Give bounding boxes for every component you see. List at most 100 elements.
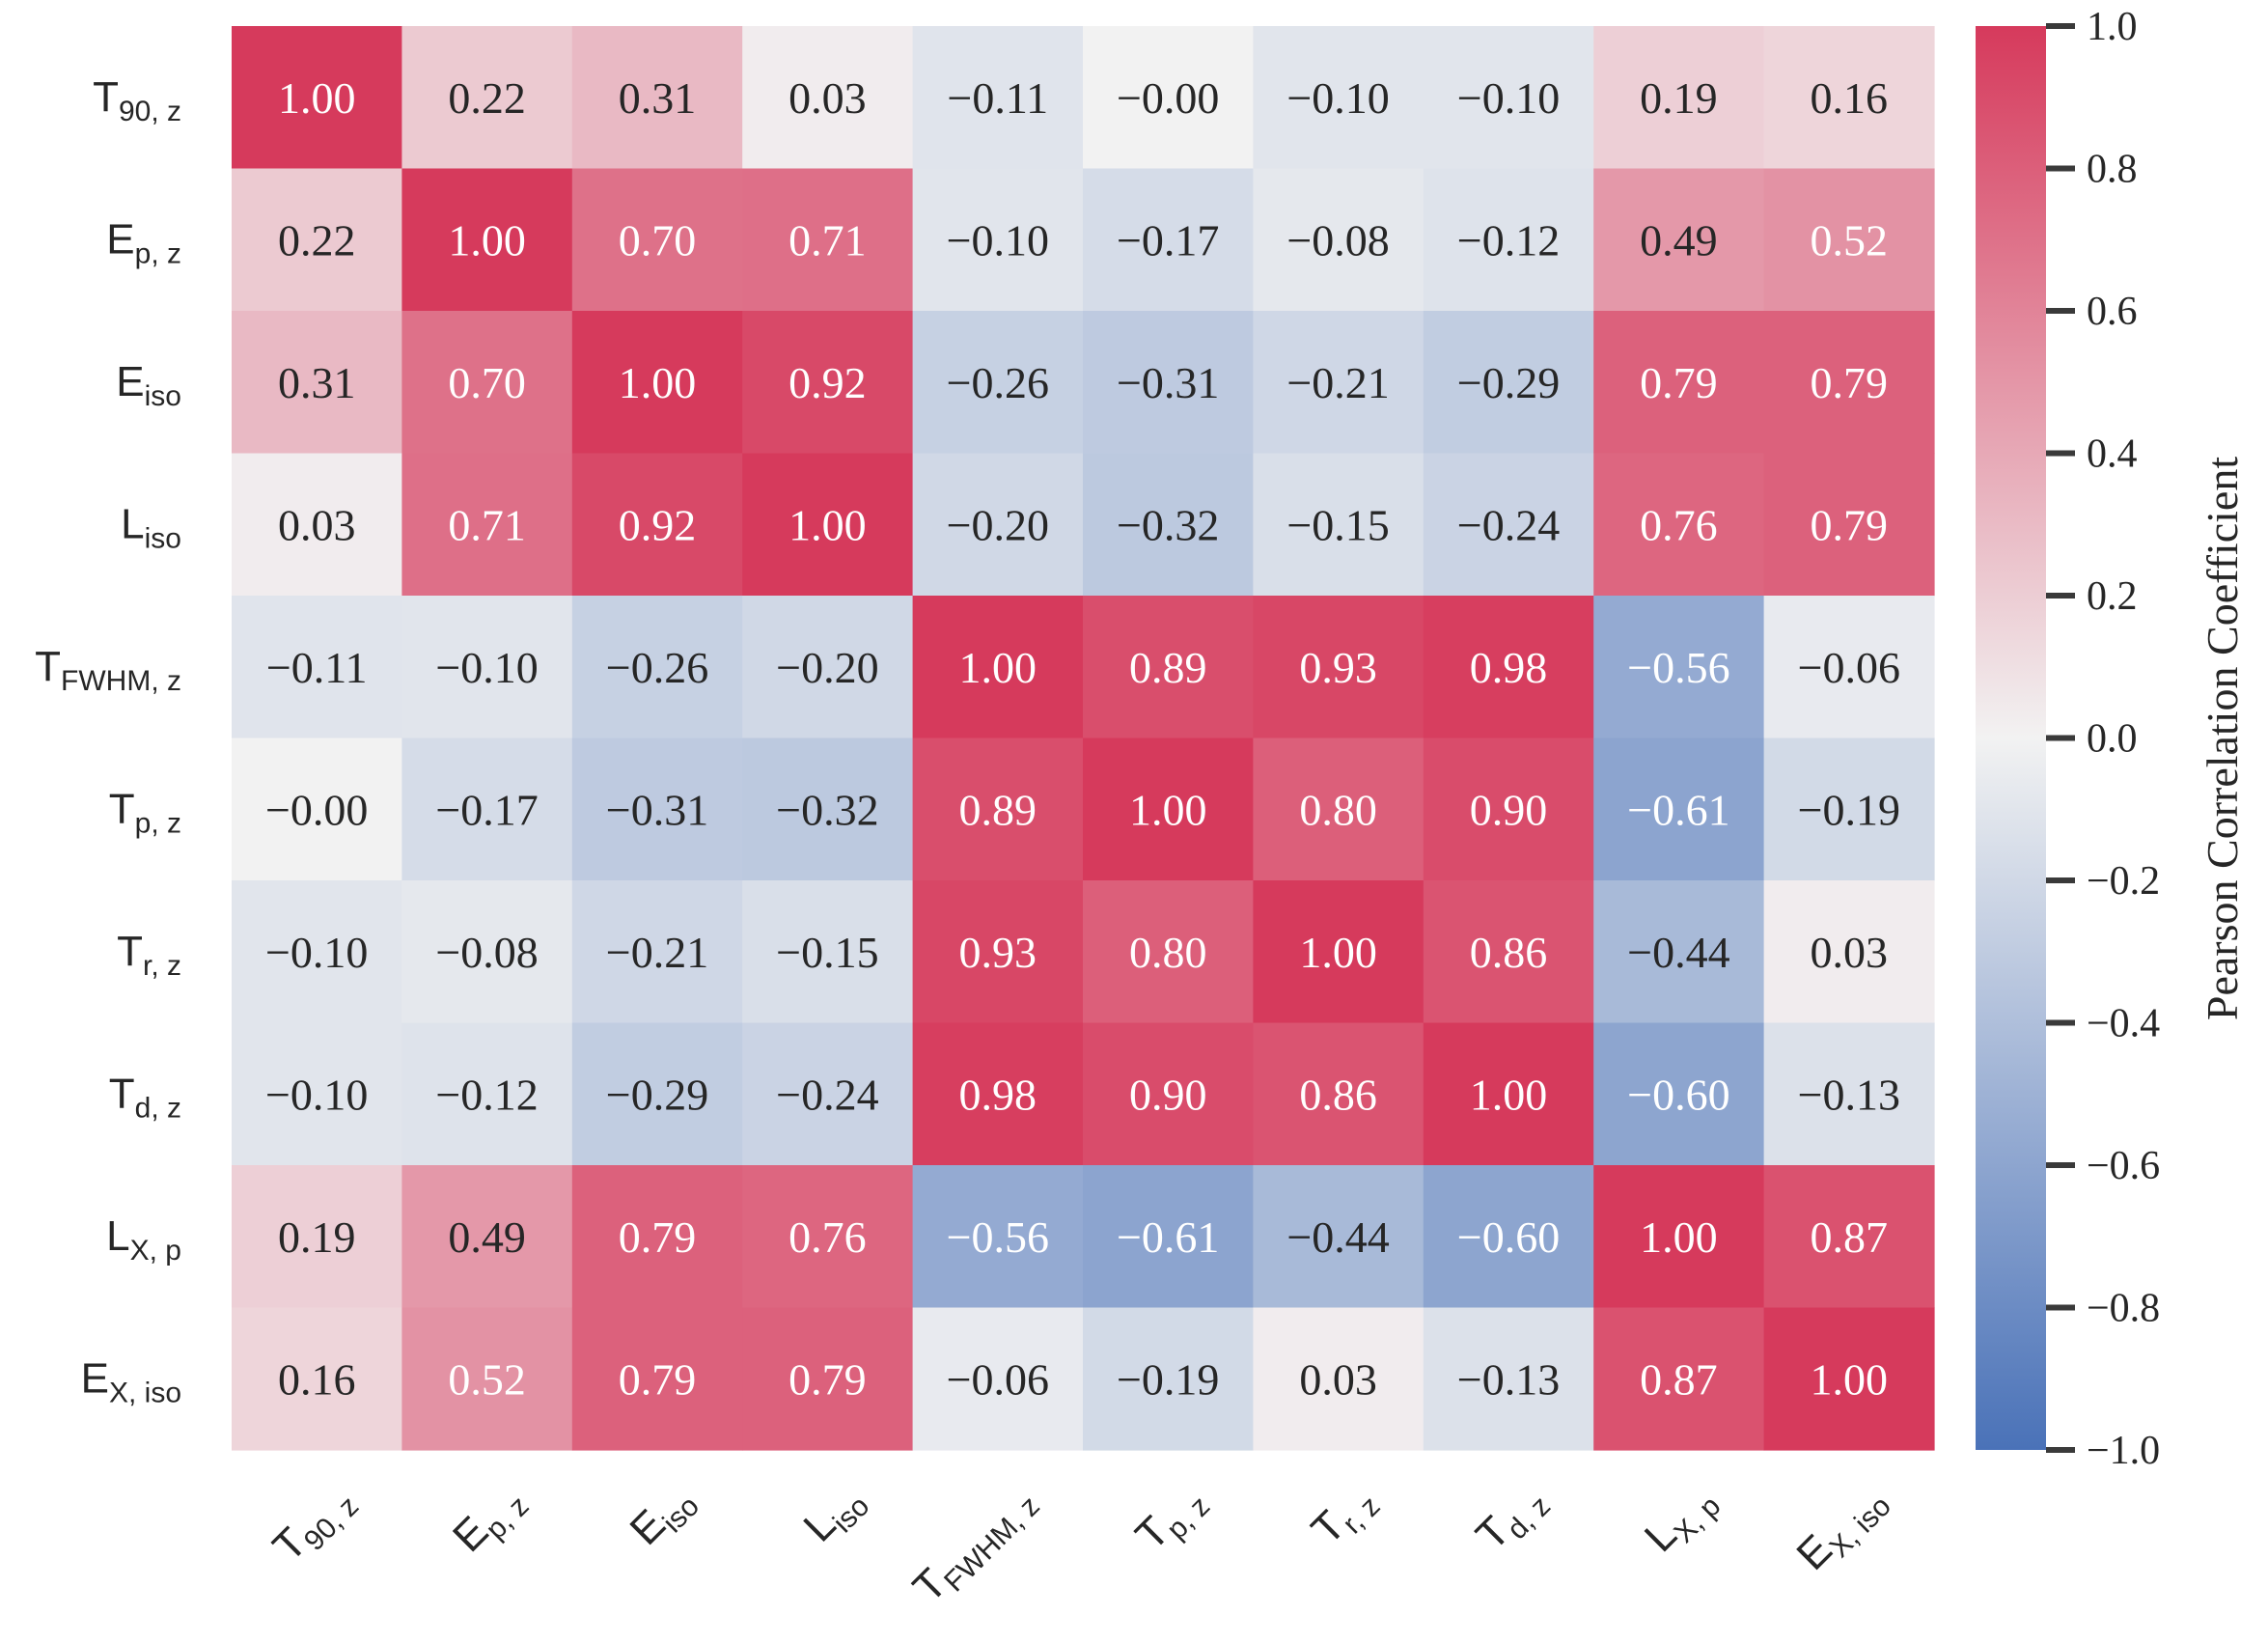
heatmap-cell	[401, 311, 573, 455]
heatmap-cell	[1083, 168, 1254, 312]
heatmap-cell	[1083, 1165, 1254, 1309]
cell-value-label: 1.00	[1299, 928, 1377, 977]
cell-value-label: 0.22	[278, 215, 356, 265]
cell-value-label: −0.26	[606, 643, 708, 692]
heatmap-cell	[1593, 1165, 1765, 1309]
heatmap-cell	[1253, 596, 1424, 739]
heatmap-cell	[571, 168, 743, 312]
heatmap-cell	[232, 1307, 402, 1451]
heatmap-cell	[912, 311, 1084, 455]
column-label: T90, z	[264, 1474, 366, 1575]
cell-value-label: 0.49	[448, 1212, 526, 1262]
heatmap-cell	[401, 738, 573, 881]
heatmap-cell	[1253, 311, 1424, 455]
heatmap-cell	[1083, 738, 1254, 881]
cell-value-label: 0.93	[1299, 643, 1377, 692]
cell-value-label: −0.31	[606, 785, 708, 834]
heatmap-cell	[1083, 26, 1254, 170]
heatmap-cell	[1763, 168, 1935, 312]
colorbar-label: Pearson Correlation Coefficient	[2198, 457, 2247, 1020]
cell-value-label: −0.10	[265, 928, 368, 977]
cell-value-label: −0.08	[1286, 215, 1389, 265]
heatmap-cell	[742, 596, 914, 739]
colorbar-tick-label: −0.8	[2087, 1287, 2160, 1331]
cell-value-label: 0.79	[1811, 358, 1889, 407]
heatmap-cell	[232, 453, 402, 597]
cell-value-label: 0.79	[1640, 358, 1718, 407]
cell-value-label: −0.06	[947, 1354, 1049, 1404]
heatmap-cell	[912, 596, 1084, 739]
cell-value-label: −0.10	[1286, 73, 1389, 123]
heatmap-cell	[1083, 596, 1254, 739]
cell-value-label: 0.71	[448, 500, 526, 549]
cell-value-label: −0.56	[1627, 643, 1729, 692]
cell-value-label: 0.93	[959, 928, 1037, 977]
cell-value-label: 0.52	[1811, 215, 1889, 265]
heatmap-cell	[1083, 453, 1254, 597]
heatmap-cell	[401, 596, 573, 739]
cell-value-label: 0.89	[1129, 643, 1207, 692]
cell-value-label: 0.16	[1811, 73, 1889, 123]
heatmap-cell	[1423, 880, 1594, 1024]
heatmap-cell	[1593, 453, 1765, 597]
heatmap-cell	[571, 453, 743, 597]
cell-value-label: −0.44	[1286, 1212, 1389, 1262]
column-label: LX, p	[1636, 1474, 1728, 1566]
cell-value-label: 1.00	[619, 358, 697, 407]
colorbar-tick-label: 0.0	[2087, 717, 2138, 762]
heatmap-cell	[401, 1307, 573, 1451]
cell-value-label: 0.87	[1811, 1212, 1889, 1262]
cell-value-label: 1.00	[1470, 1070, 1548, 1119]
cell-value-label: 0.70	[448, 358, 526, 407]
cell-value-label: −0.29	[606, 1070, 708, 1119]
heatmap-cell	[401, 168, 573, 312]
colorbar-gradient	[1976, 26, 2046, 1450]
heatmap-cell	[1423, 1165, 1594, 1309]
heatmap-cell	[571, 880, 743, 1024]
cell-value-label: 0.76	[788, 1212, 867, 1262]
column-label: Tp, z	[1126, 1474, 1216, 1564]
heatmap-cell	[1253, 26, 1424, 170]
heatmap-cell	[401, 880, 573, 1024]
row-label: Tp, z	[109, 785, 181, 839]
heatmap-cell	[232, 168, 402, 312]
cell-value-label: −0.17	[1117, 215, 1219, 265]
cell-value-label: −0.00	[265, 785, 368, 834]
cell-value-label: −0.12	[1457, 215, 1560, 265]
heatmap-cell	[1423, 1022, 1594, 1166]
cell-value-label: 1.00	[1811, 1354, 1889, 1404]
cell-value-label: −0.15	[776, 928, 878, 977]
heatmap-cell	[232, 880, 402, 1024]
colorbar-tick-label: 0.8	[2087, 148, 2138, 192]
colorbar-tick-label: 0.4	[2087, 432, 2138, 477]
cell-value-label: 0.79	[619, 1212, 697, 1262]
column-label: Liso	[794, 1474, 875, 1555]
cell-value-label: 0.89	[959, 785, 1037, 834]
cell-value-label: −0.61	[1117, 1212, 1219, 1262]
cell-value-label: 0.80	[1129, 928, 1207, 977]
cell-value-label: 0.79	[619, 1354, 697, 1404]
cell-value-label: 0.31	[619, 73, 697, 123]
heatmap-cell	[571, 596, 743, 739]
cell-value-label: 0.86	[1470, 928, 1548, 977]
heatmap-cell	[1593, 311, 1765, 455]
heatmap-cell	[1423, 1307, 1594, 1451]
column-labels: T90, z Ep, z Eiso Liso TFWHM, z Tp, z Tr, z Td,…	[264, 1474, 1897, 1612]
heatmap-cell	[232, 311, 402, 455]
cell-value-label: 0.98	[1470, 643, 1548, 692]
cell-value-label: 1.00	[278, 73, 356, 123]
heatmap-cell	[1763, 453, 1935, 597]
cell-value-label: 0.92	[788, 358, 867, 407]
column-label: EX, iso	[1787, 1474, 1896, 1583]
cell-value-label: 1.00	[788, 500, 867, 549]
heatmap-cell	[1083, 880, 1254, 1024]
cell-value-label: 1.00	[959, 643, 1037, 692]
heatmap-cell	[1593, 738, 1765, 881]
cell-value-label: −0.10	[947, 215, 1049, 265]
heatmap-cell	[1083, 1307, 1254, 1451]
cell-value-label: −0.17	[435, 785, 538, 834]
heatmap-cell	[1253, 1022, 1424, 1166]
heatmap-cell	[912, 880, 1084, 1024]
cell-value-label: −0.21	[606, 928, 708, 977]
row-label: T90, z	[93, 73, 181, 127]
